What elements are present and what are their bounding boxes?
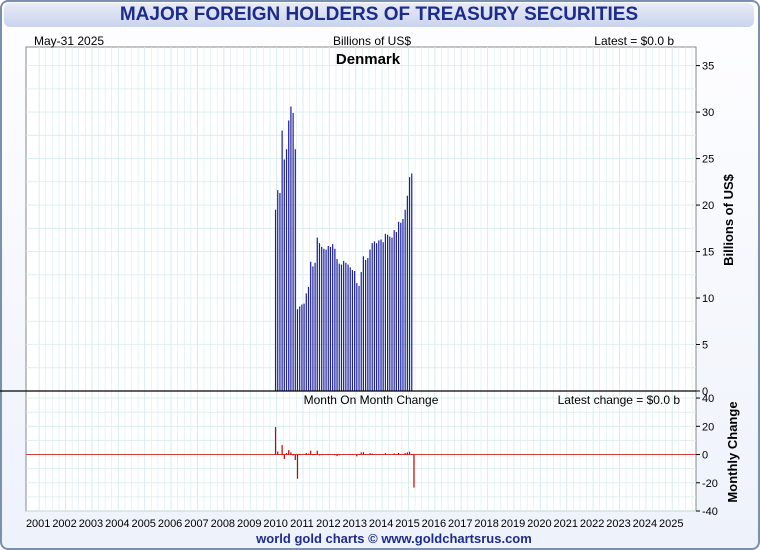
x-tick-label: 2006 <box>158 518 182 530</box>
change-tick-label: -40 <box>702 506 718 518</box>
change-tick-label: 20 <box>702 421 714 433</box>
change-axis-title: Monthly Change <box>725 401 740 502</box>
x-tick-label: 2016 <box>422 518 446 530</box>
x-tick-label: 2007 <box>184 518 208 530</box>
x-tick-label: 2018 <box>474 518 498 530</box>
x-tick-label: 2024 <box>633 518 657 530</box>
x-tick-label: 2001 <box>26 518 50 530</box>
y-tick-label: 10 <box>702 293 714 305</box>
x-tick-label: 2013 <box>342 518 366 530</box>
x-tick-label: 2025 <box>659 518 683 530</box>
x-tick-label: 2005 <box>131 518 155 530</box>
y-tick-label: 25 <box>702 154 714 166</box>
y-tick-label: 15 <box>702 247 714 259</box>
x-tick-label: 2002 <box>52 518 76 530</box>
date-label: May-31 2025 <box>34 34 104 48</box>
latest-change-label: Latest change = $0.0 b <box>558 393 681 407</box>
change-title: Month On Month Change <box>304 393 439 407</box>
x-tick-label: 2014 <box>369 518 393 530</box>
x-tick-label: 2009 <box>237 518 261 530</box>
country-label: Denmark <box>336 51 401 68</box>
y-tick-label: 35 <box>702 61 714 73</box>
x-tick-label: 2017 <box>448 518 472 530</box>
x-tick-label: 2015 <box>395 518 419 530</box>
footer-credit: world gold charts © www.goldchartsrus.co… <box>255 531 532 546</box>
x-tick-label: 2003 <box>79 518 103 530</box>
y-tick-label: 20 <box>702 200 714 212</box>
x-tick-label: 2023 <box>606 518 630 530</box>
x-tick-label: 2019 <box>501 518 525 530</box>
x-tick-label: 2020 <box>527 518 551 530</box>
change-tick-label: -20 <box>702 478 718 490</box>
x-tick-label: 2010 <box>263 518 287 530</box>
y-tick-label: 0 <box>702 386 708 398</box>
units-label: Billions of US$ <box>333 34 411 48</box>
holdings-bars <box>274 106 413 391</box>
change-plot-area <box>25 390 697 512</box>
x-tick-label: 2008 <box>211 518 235 530</box>
latest-label: Latest = $0.0 b <box>594 34 674 48</box>
x-tick-label: 2011 <box>290 518 314 530</box>
change-tick-label: 0 <box>702 450 708 462</box>
x-tick-label: 2012 <box>316 518 340 530</box>
y-tick-label: 30 <box>702 107 714 119</box>
x-tick-label: 2004 <box>105 518 129 530</box>
x-tick-label: 2022 <box>580 518 604 530</box>
change-tick-label: 40 <box>702 393 714 405</box>
chart-title: MAJOR FOREIGN HOLDERS OF TREASURY SECURI… <box>4 3 754 27</box>
y-axis-title: Billions of US$ <box>721 173 736 266</box>
y-tick-label: 5 <box>702 340 708 352</box>
x-tick-label: 2021 <box>554 518 578 530</box>
